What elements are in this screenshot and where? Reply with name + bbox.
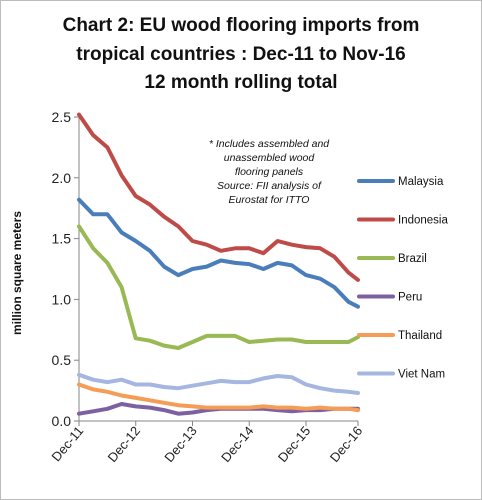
chart-note-line: unassembled wood xyxy=(224,152,316,164)
legend-label: Malaysia xyxy=(398,176,444,188)
legend-label: Peru xyxy=(398,292,422,304)
chart-note-line: flooring panels xyxy=(235,166,304,178)
x-tick-label: Dec-15 xyxy=(275,423,313,465)
legend-label: Indonesia xyxy=(398,215,448,227)
chart-series-lines xyxy=(77,112,360,416)
legend-label: Thailand xyxy=(398,330,442,342)
legend-label: Brazil xyxy=(398,253,427,265)
series-line-brazil xyxy=(77,224,360,350)
y-axis-title: million square meters xyxy=(10,211,24,335)
chart-note-line: Eurostat for ITTO xyxy=(229,194,310,206)
series-line-thailand xyxy=(77,382,360,413)
x-tick-label: Dec-12 xyxy=(105,423,143,465)
x-tick-label: Dec-16 xyxy=(327,423,365,465)
x-tick-label: Dec-14 xyxy=(218,423,256,465)
chart-note: * Includes assembled and unassembled wood… xyxy=(209,138,330,206)
chart-title-line-2: tropical countries : Dec-11 to Nov-16 xyxy=(76,44,406,65)
y-tick-label: 2.0 xyxy=(52,170,72,186)
y-tick-label: 1.0 xyxy=(52,291,72,307)
y-tick-label: 2.5 xyxy=(52,109,72,125)
series-line-indonesia xyxy=(77,112,360,282)
chart-note-line: Source: FII analysis of xyxy=(217,180,322,192)
y-tick-label: 0.5 xyxy=(52,352,72,368)
y-tick-label: 1.5 xyxy=(52,231,72,247)
chart-title-line-3: 12 month rolling total xyxy=(144,72,338,93)
chart-legend: Malaysia Indonesia Brazil Peru Thailand Viet … xyxy=(357,176,448,381)
chart-note-line: * Includes assembled and xyxy=(209,138,330,150)
series-line-viet-nam xyxy=(77,372,360,395)
y-tick-label: 0.0 xyxy=(52,413,72,429)
legend-label: Viet Nam xyxy=(398,369,445,381)
x-tick-label: Dec-13 xyxy=(161,423,199,465)
chart-title-line-1: Chart 2: EU wood flooring imports from xyxy=(62,15,420,36)
series-line-malaysia xyxy=(77,197,360,309)
x-tick-label: Dec-11 xyxy=(48,423,86,464)
